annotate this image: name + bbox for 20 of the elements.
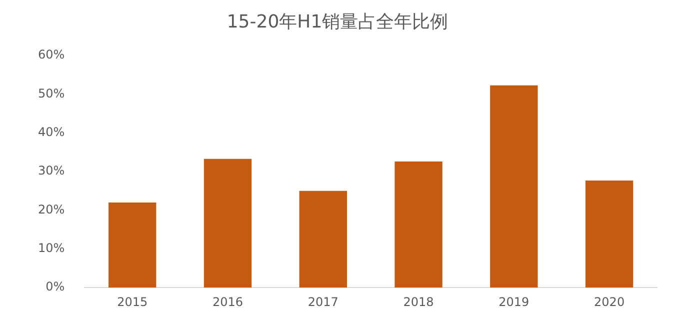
y-tick-label: 60% bbox=[38, 48, 65, 62]
bar bbox=[490, 85, 538, 288]
bar bbox=[108, 202, 156, 288]
bar bbox=[299, 190, 347, 288]
bar bbox=[585, 180, 634, 288]
chart-title: 15-20年H1销量占全年比例 bbox=[226, 11, 448, 32]
x-tick-label: 2018 bbox=[403, 294, 434, 309]
x-tick-label: 2015 bbox=[117, 294, 148, 309]
y-tick-label: 0% bbox=[46, 280, 65, 294]
x-tick-label: 2020 bbox=[594, 294, 625, 309]
bar bbox=[394, 162, 442, 288]
bar bbox=[204, 158, 252, 288]
y-tick-label: 20% bbox=[38, 202, 65, 216]
y-tick-label: 50% bbox=[38, 86, 65, 100]
x-tick-label: 2019 bbox=[498, 294, 530, 309]
x-tick-label: 2016 bbox=[212, 294, 244, 309]
y-tick-label: 10% bbox=[38, 241, 65, 256]
y-tick-label: 30% bbox=[38, 164, 65, 178]
x-tick-label: 2017 bbox=[308, 294, 338, 309]
y-tick-label: 40% bbox=[38, 125, 65, 140]
